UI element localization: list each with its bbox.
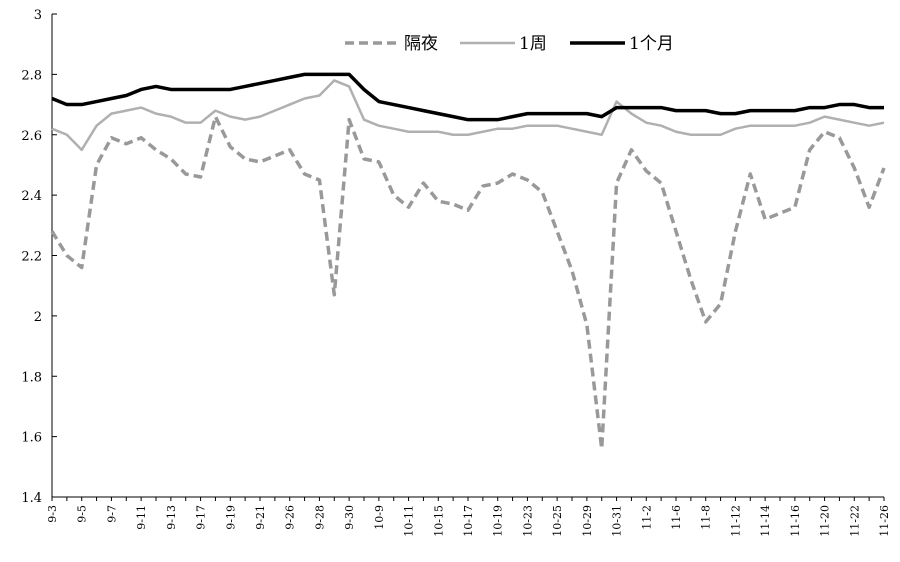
x-tick-label: 9-11: [135, 505, 148, 530]
series-layer: [50, 72, 886, 451]
series-overnight: [50, 114, 886, 451]
x-tick-label: 10-23: [521, 505, 534, 537]
x-tick-label: 9-26: [284, 505, 297, 530]
x-tick-label: 9-3: [46, 505, 59, 523]
series-1week: [51, 79, 885, 152]
x-tick-label: 10-9: [373, 505, 386, 530]
legend-label-overnight: 隔夜: [404, 34, 438, 54]
x-tick-label: 11-16: [789, 505, 802, 537]
x-tick-label: 10-17: [462, 505, 475, 537]
y-tick-label: 2.2: [21, 250, 42, 265]
y-tick-label: 1.8: [21, 370, 42, 385]
x-tick-label: 10-31: [611, 505, 624, 537]
axes: 1.4 1.6 1.8 2 2.2 2.4 2.6 2.8 3 9-3 9-5 9-7 9-11 9-13…: [21, 8, 891, 537]
x-tick-label: 9-19: [224, 505, 237, 530]
x-tick-label: 9-30: [343, 505, 356, 530]
x-tick-label: 10-29: [581, 505, 594, 537]
x-tick-label: 11-26: [878, 505, 891, 537]
y-tick-label: 2.8: [21, 68, 42, 83]
legend-label-1month: 1个月: [629, 34, 674, 54]
x-tick-label: 11-22: [848, 505, 861, 537]
legend-label-1week: 1周: [519, 34, 547, 54]
x-tick-label: 10-15: [432, 505, 445, 537]
x-tick-label: 9-21: [254, 505, 267, 530]
x-tick-label: 11-6: [670, 505, 683, 530]
x-tick-label: 11-2: [640, 505, 653, 530]
y-tick-label: 1.4: [21, 491, 42, 506]
x-tick-label: 11-12: [729, 505, 742, 537]
x-tick-label: 10-19: [492, 505, 505, 537]
y-tick-label: 2.4: [21, 189, 42, 204]
x-tick-label: 11-8: [700, 505, 713, 530]
x-tick-label: 10-11: [403, 505, 416, 537]
x-tick-label: 10-25: [551, 505, 564, 537]
y-tick-label: 1.6: [21, 431, 42, 446]
x-tick-label: 9-28: [313, 505, 326, 530]
series-1month: [51, 72, 884, 122]
x-tick-label: 9-17: [195, 505, 208, 530]
x-tick-label: 11-14: [759, 505, 772, 537]
x-tick-label: 9-5: [76, 505, 89, 523]
x-tick-label: 9-13: [165, 505, 178, 530]
x-tick-label: 9-7: [105, 505, 118, 523]
y-tick-label: 2: [34, 310, 42, 325]
y-tick-label: 2.6: [21, 129, 42, 144]
y-tick-label: 3: [34, 8, 42, 23]
x-tick-label: 11-20: [819, 505, 832, 537]
legend: 隔夜 1周 1个月: [345, 34, 674, 54]
